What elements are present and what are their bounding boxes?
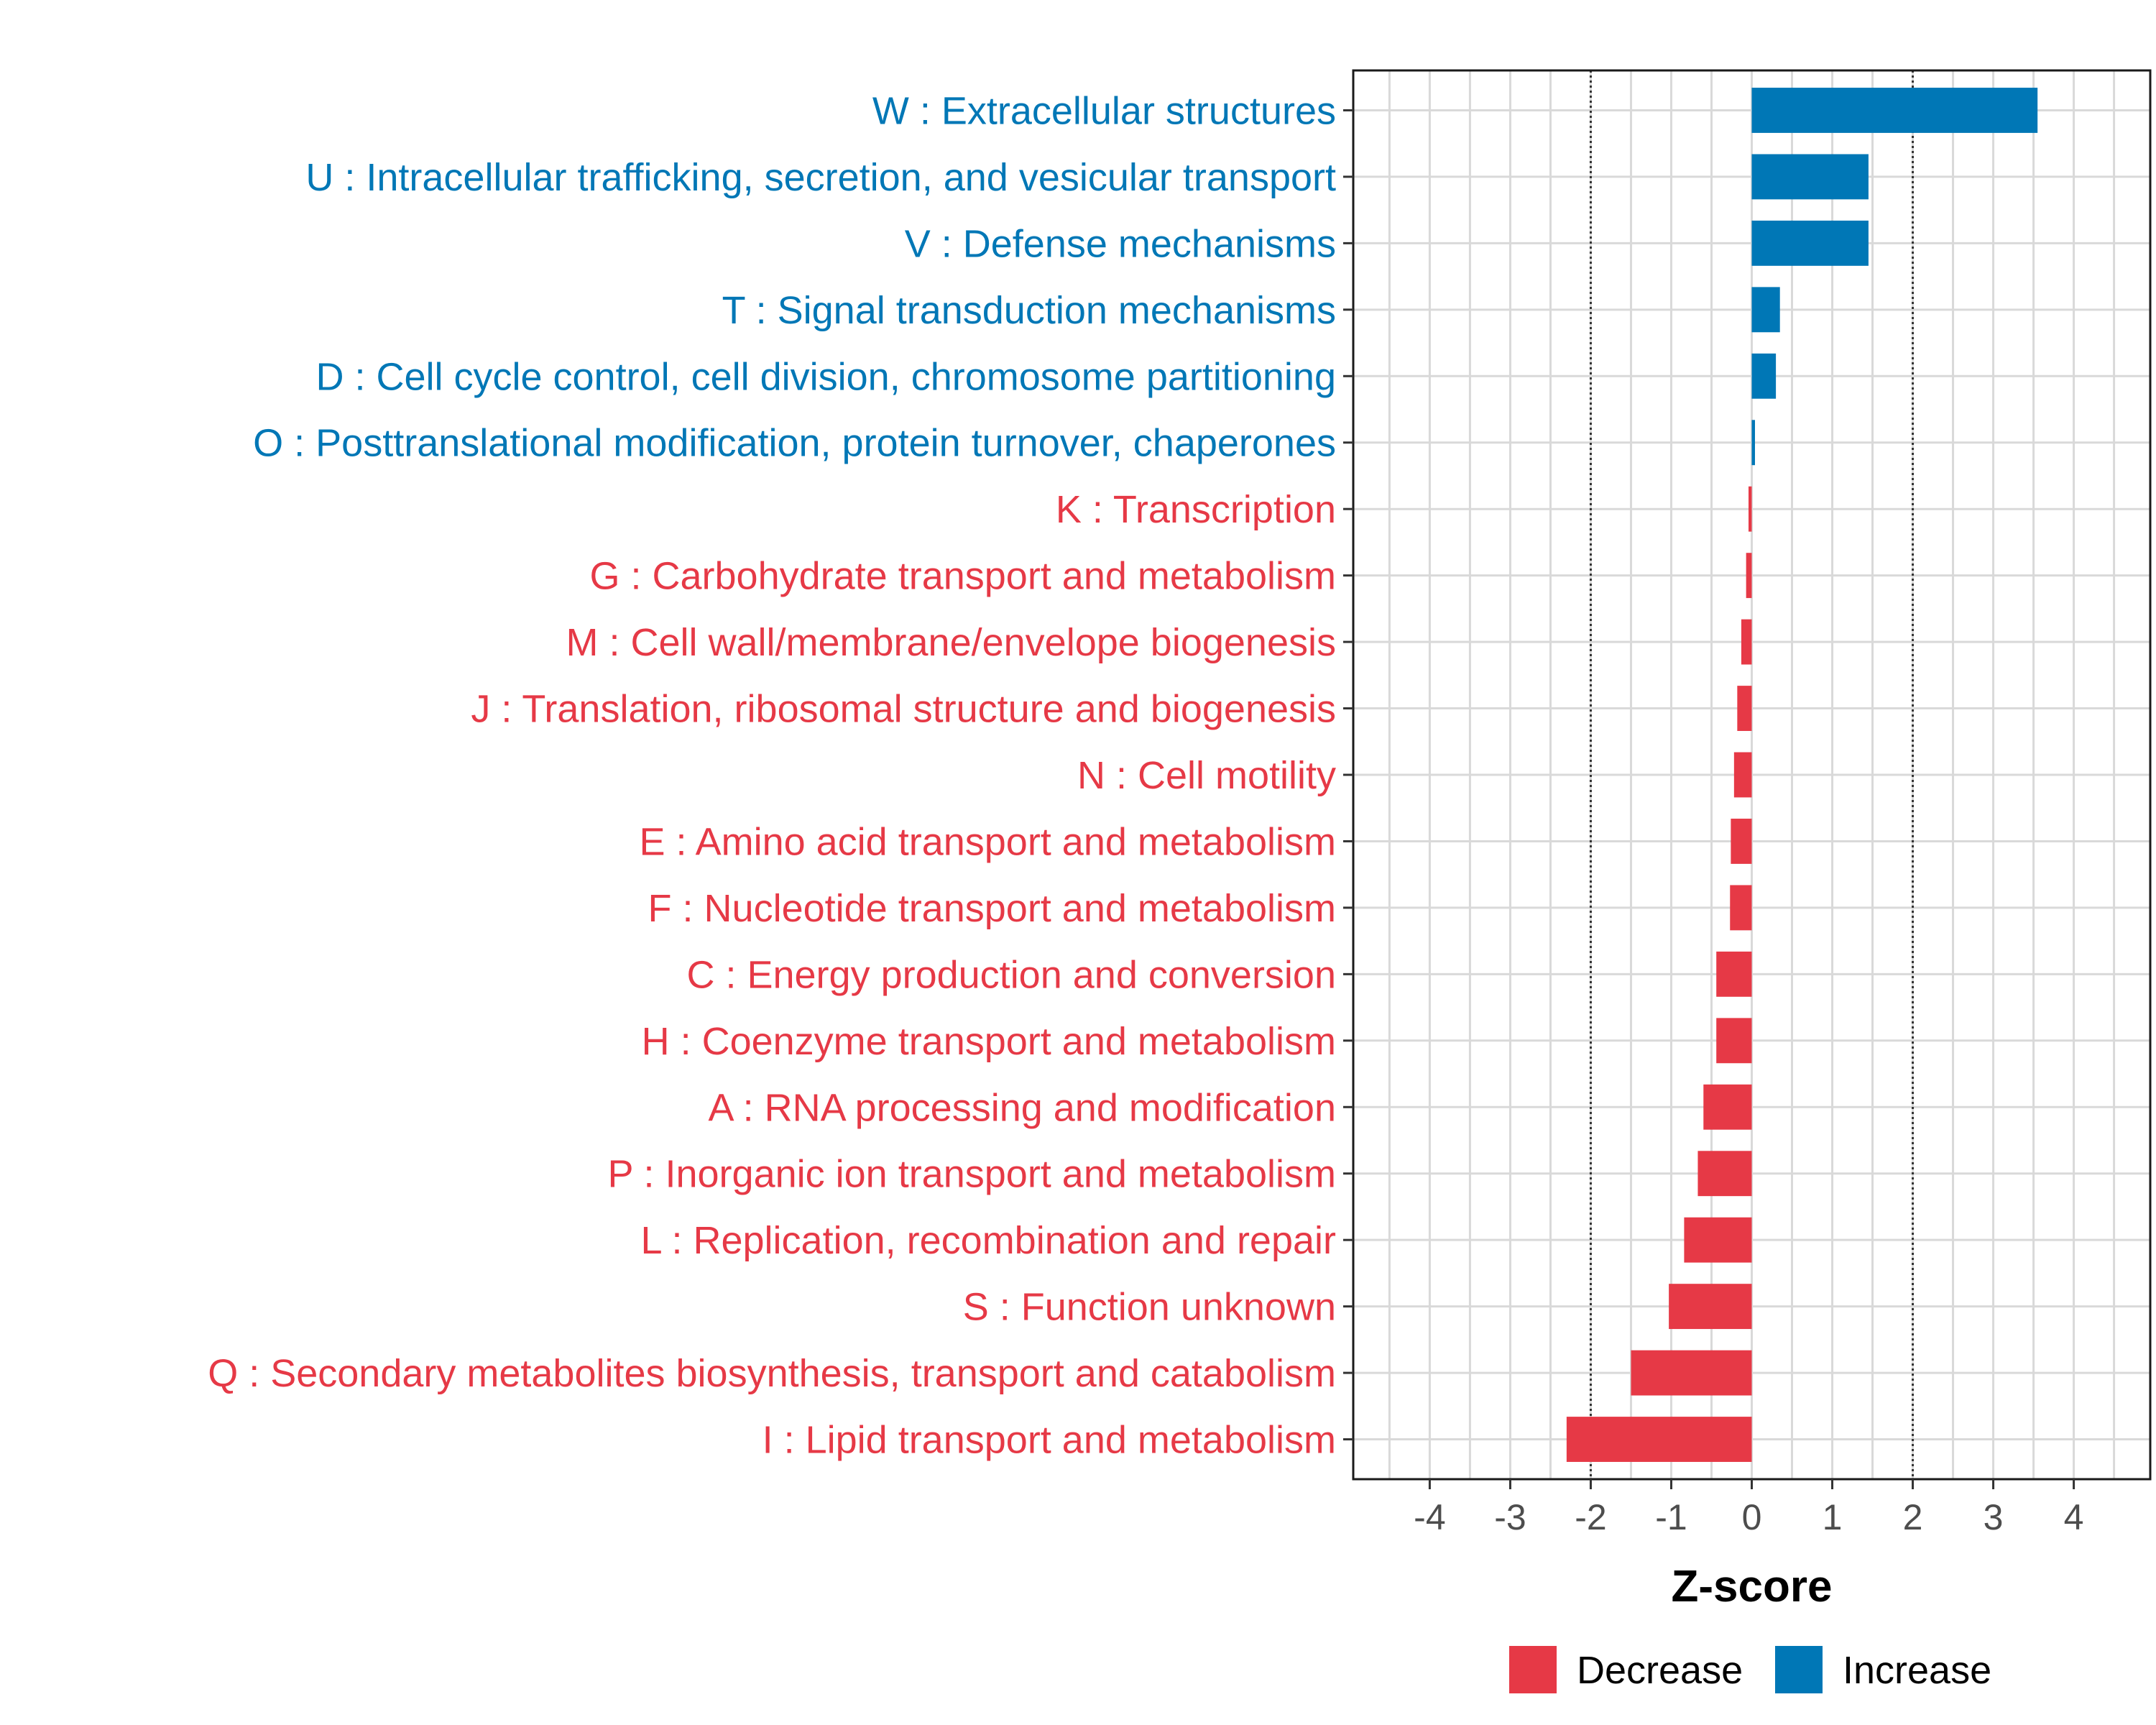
category-label: E : Amino acid transport and metabolism — [640, 820, 1336, 863]
bar — [1737, 686, 1752, 731]
bar — [1716, 951, 1752, 997]
category-label: J : Translation, ribosomal structure and… — [471, 688, 1336, 731]
x-tick-label: -2 — [1575, 1497, 1606, 1537]
bar — [1566, 1417, 1752, 1462]
bar — [1703, 1084, 1752, 1130]
x-tick-label: 2 — [1903, 1497, 1923, 1537]
category-label: H : Coenzyme transport and metabolism — [642, 1020, 1336, 1063]
bar — [1731, 819, 1752, 864]
category-label: L : Replication, recombination and repai… — [640, 1219, 1336, 1262]
legend: Decrease Increase — [1509, 1646, 1991, 1693]
bar — [1716, 1018, 1752, 1064]
bar — [1741, 619, 1752, 665]
x-tick-label: -1 — [1655, 1497, 1687, 1537]
category-label: I : Lipid transport and metabolism — [763, 1419, 1336, 1462]
legend-label: Increase — [1843, 1649, 1991, 1692]
bar — [1751, 287, 1780, 333]
category-label: C : Energy production and conversion — [686, 953, 1336, 996]
category-label: S : Function unknown — [963, 1286, 1336, 1329]
category-label: N : Cell motility — [1077, 754, 1336, 797]
bar — [1751, 353, 1777, 399]
bar — [1733, 752, 1752, 798]
bar — [1751, 88, 2038, 133]
x-tick-label: -4 — [1414, 1497, 1445, 1537]
category-label: T : Signal transduction mechanisms — [722, 289, 1336, 332]
category-label: F : Nucleotide transport and metabolism — [648, 887, 1336, 930]
bar — [1749, 486, 1752, 532]
x-tick-label: -3 — [1494, 1497, 1526, 1537]
x-tick-label: 1 — [1823, 1497, 1843, 1537]
bar — [1730, 885, 1752, 931]
category-label: O : Posttranslational modification, prot… — [253, 422, 1336, 465]
bar — [1751, 154, 1869, 200]
category-label: M : Cell wall/membrane/envelope biogenes… — [566, 621, 1336, 664]
bar — [1746, 553, 1752, 599]
bars — [1566, 88, 2038, 1462]
legend-swatch — [1509, 1646, 1557, 1693]
x-axis-title: Z-score — [1672, 1562, 1833, 1611]
bar — [1697, 1151, 1752, 1197]
category-label: P : Inorganic ion transport and metaboli… — [607, 1153, 1336, 1196]
category-label: D : Cell cycle control, cell division, c… — [315, 355, 1336, 398]
bar — [1669, 1284, 1752, 1330]
category-label: A : RNA processing and modification — [709, 1086, 1336, 1129]
y-axis-ticks — [1343, 109, 1353, 1441]
category-label: V : Defense mechanisms — [905, 222, 1336, 265]
category-label: W : Extracellular structures — [872, 89, 1336, 132]
category-label: U : Intracellular trafficking, secretion… — [305, 156, 1336, 199]
category-label: G : Carbohydrate transport and metabolis… — [590, 555, 1337, 598]
bar — [1751, 220, 1869, 266]
x-tick-label: 3 — [1984, 1497, 2004, 1537]
legend-swatch — [1775, 1646, 1823, 1693]
legend-label: Decrease — [1577, 1649, 1743, 1692]
category-label: Q : Secondary metabolites biosynthesis, … — [208, 1352, 1336, 1395]
x-axis-ticks: -4 -3 -2 -1 0 1 2 3 4 — [1414, 1479, 2083, 1537]
bar — [1631, 1350, 1752, 1396]
bar — [1684, 1217, 1752, 1263]
x-tick-label: 0 — [1742, 1497, 1762, 1537]
bar — [1751, 420, 1755, 466]
category-label: K : Transcription — [1056, 488, 1336, 531]
x-tick-label: 4 — [2064, 1497, 2084, 1537]
reference-lines — [1589, 70, 1915, 1479]
y-axis-category-labels: W : Extracellular structures U : Intracel… — [208, 89, 1336, 1461]
